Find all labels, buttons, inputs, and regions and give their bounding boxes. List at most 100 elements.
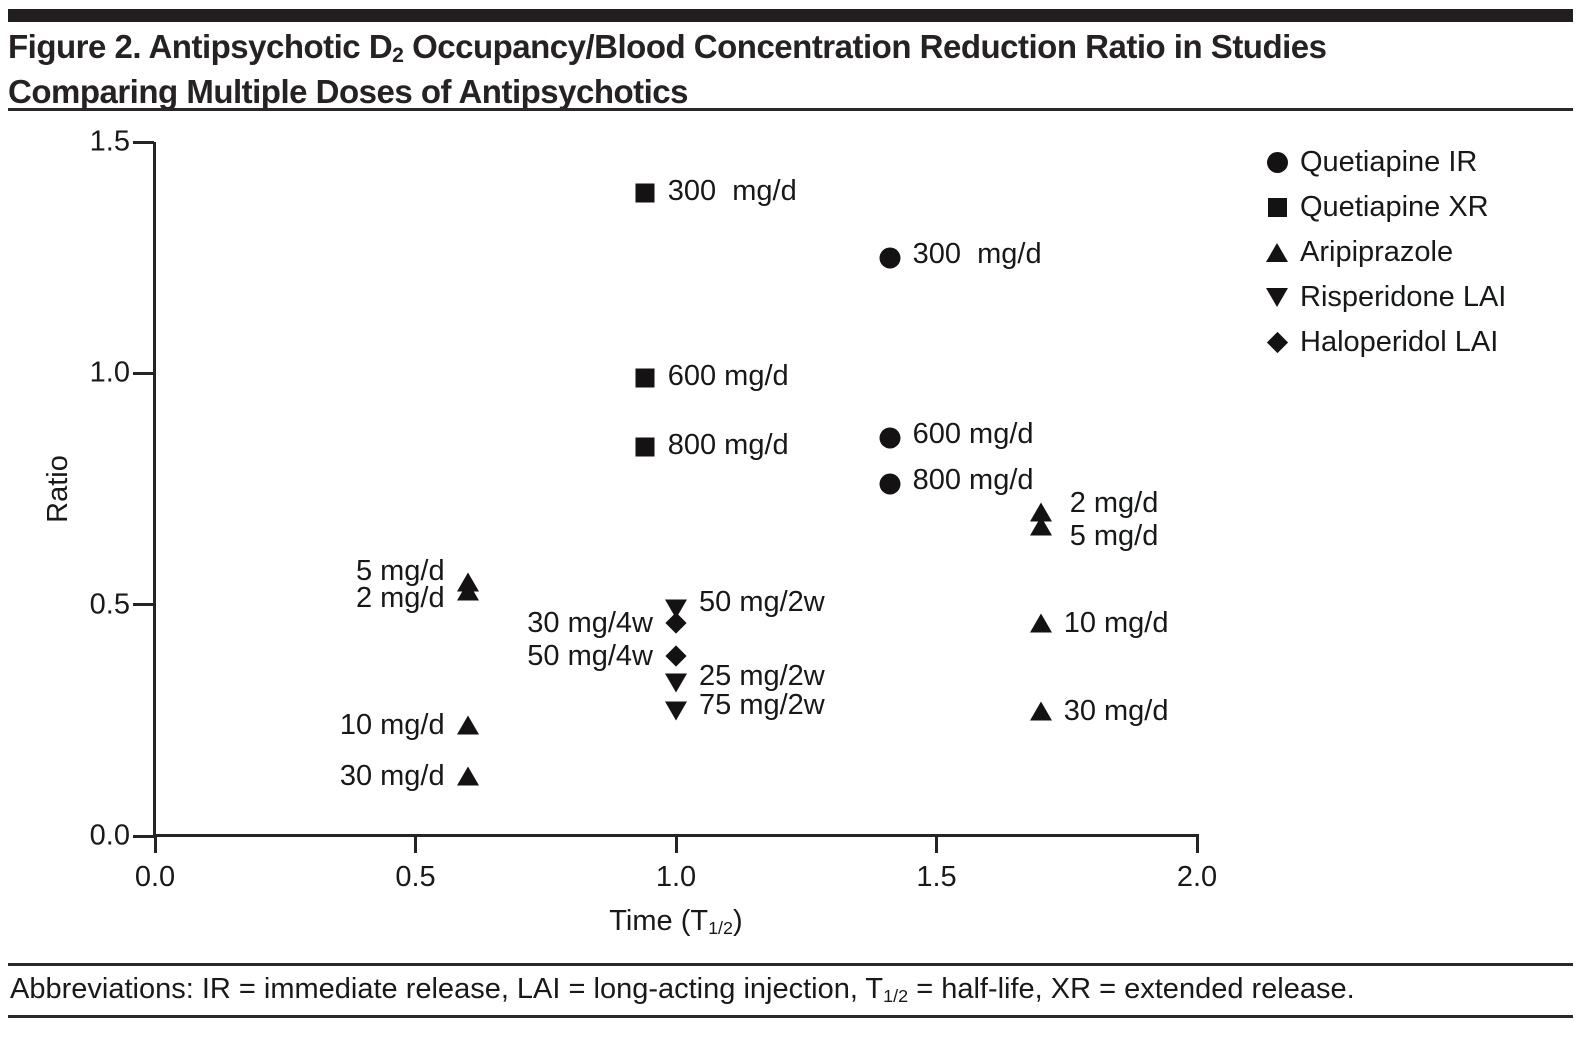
diamond-marker-icon	[665, 644, 687, 667]
legend-item: Risperidone LAI	[1264, 275, 1506, 320]
abbreviations-note: Abbreviations: IR = immediate release, L…	[10, 973, 1570, 1006]
point-label: 10 mg/d	[339, 708, 445, 741]
point-label: 5 mg/d	[1069, 520, 1159, 552]
circle-marker-icon	[879, 473, 901, 495]
abbreviations-pre: Abbreviations: IR = immediate release, L…	[10, 973, 884, 1005]
square-marker-icon	[635, 437, 655, 457]
x-tick	[414, 836, 417, 853]
y-tick	[133, 834, 154, 838]
marker-shape	[1029, 516, 1052, 536]
point-label: 2 mg/d	[1069, 487, 1159, 520]
marker-shape	[456, 766, 479, 786]
point-label: 30 mg/d	[339, 759, 445, 792]
y-tick-label: 1.0	[89, 356, 130, 389]
figure-title-line1-pre: Figure 2. Antipsychotic D	[8, 28, 393, 65]
x-tick-label: 2.0	[1176, 861, 1218, 893]
square-marker-icon	[1264, 198, 1290, 217]
triangle-down-marker-icon	[1264, 288, 1290, 307]
circle-marker-icon	[879, 247, 901, 269]
marker-shape	[665, 612, 687, 634]
footer-divider-bottom	[8, 1015, 1573, 1018]
x-axis-title-post: )	[733, 905, 743, 937]
point-label: 30 mg/d	[1063, 695, 1169, 728]
point-label: 10 mg/d	[1063, 607, 1169, 640]
figure-title-line1-post: Occupancy/Blood Concentration Reduction …	[403, 28, 1327, 65]
point-label: 25 mg/2w	[699, 660, 825, 693]
marker-shape	[635, 183, 655, 203]
point-label: 600 mg/d	[912, 418, 1034, 451]
point-label: 300 mg/d	[667, 174, 797, 207]
triangle-up-marker-icon	[1029, 613, 1052, 633]
x-tick	[935, 836, 938, 853]
y-tick	[133, 140, 154, 144]
marker-shape	[665, 701, 687, 721]
legend-label: Risperidone LAI	[1300, 281, 1507, 313]
footer-divider-top	[8, 963, 1573, 966]
marker-shape	[1029, 613, 1052, 633]
marker-shape	[879, 427, 901, 449]
legend-label: Aripiprazole	[1300, 236, 1454, 268]
y-tick-label: 0.0	[89, 819, 130, 852]
title-divider	[8, 108, 1573, 111]
y-axis-title: Ratio	[42, 455, 74, 523]
marker-shape	[635, 368, 655, 388]
point-label: 50 mg/4w	[527, 639, 653, 672]
x-tick	[674, 836, 678, 853]
marker-shape	[665, 673, 687, 693]
legend-item: Quetiapine IR	[1264, 140, 1506, 185]
legend-marker-shape	[1267, 198, 1287, 217]
point-label: 800 mg/d	[912, 464, 1034, 497]
legend-marker-shape	[1266, 331, 1288, 354]
marker-shape	[665, 644, 687, 667]
marker-shape	[635, 437, 655, 457]
point-label: 600 mg/d	[667, 359, 789, 392]
point-label: 50 mg/2w	[699, 586, 825, 619]
y-axis-line	[153, 142, 156, 837]
y-tick	[133, 371, 154, 375]
triangle-up-marker-icon	[1029, 516, 1052, 536]
marker-shape	[1029, 701, 1052, 721]
x-tick-label: 1.0	[655, 861, 697, 893]
x-axis-line	[153, 834, 1199, 837]
circle-marker-icon	[1264, 152, 1290, 173]
point-label: 30 mg/4w	[527, 607, 653, 640]
x-tick-label: 0.0	[134, 861, 176, 893]
y-tick-label: 1.5	[89, 125, 130, 158]
point-label: 75 mg/2w	[699, 689, 825, 722]
triangle-down-marker-icon	[665, 673, 687, 693]
figure-title: Figure 2. Antipsychotic D2 Occupancy/Blo…	[8, 27, 1568, 112]
abbreviations-subscript: 1/2	[883, 985, 909, 1006]
legend-item: Aripiprazole	[1264, 230, 1506, 275]
diamond-marker-icon	[1264, 331, 1290, 354]
point-label: 2 mg/d	[355, 581, 445, 614]
legend-label: Haloperidol LAI	[1300, 326, 1499, 358]
legend-label: Quetiapine IR	[1300, 146, 1478, 178]
point-label: 5 mg/d	[355, 554, 445, 587]
triangle-up-marker-icon	[456, 581, 479, 601]
marker-shape	[456, 715, 479, 735]
legend-marker-shape	[1266, 288, 1288, 307]
x-tick	[1195, 836, 1199, 853]
triangle-up-marker-icon	[456, 766, 479, 786]
diamond-marker-icon	[665, 612, 687, 634]
legend-label: Quetiapine XR	[1300, 191, 1489, 223]
legend-item: Haloperidol LAI	[1264, 320, 1506, 365]
y-tick	[133, 603, 154, 607]
square-marker-icon	[635, 183, 655, 203]
figure-title-subscript: 2	[392, 43, 404, 67]
legend: Quetiapine IR Quetiapine XR Aripiprazole Ri…	[1264, 140, 1506, 365]
point-label: 300 mg/d	[912, 237, 1042, 270]
marker-shape	[665, 599, 687, 619]
triangle-up-marker-icon	[1029, 701, 1052, 721]
x-tick	[153, 836, 157, 853]
x-axis-title-subscript: 1/2	[708, 917, 734, 938]
point-label: 800 mg/d	[667, 429, 789, 462]
circle-marker-icon	[879, 427, 901, 449]
square-marker-icon	[635, 368, 655, 388]
legend-marker-shape	[1266, 152, 1288, 173]
y-tick-label: 0.5	[89, 588, 130, 621]
x-axis-title-pre: Time (T	[609, 905, 709, 937]
marker-shape	[456, 581, 479, 601]
